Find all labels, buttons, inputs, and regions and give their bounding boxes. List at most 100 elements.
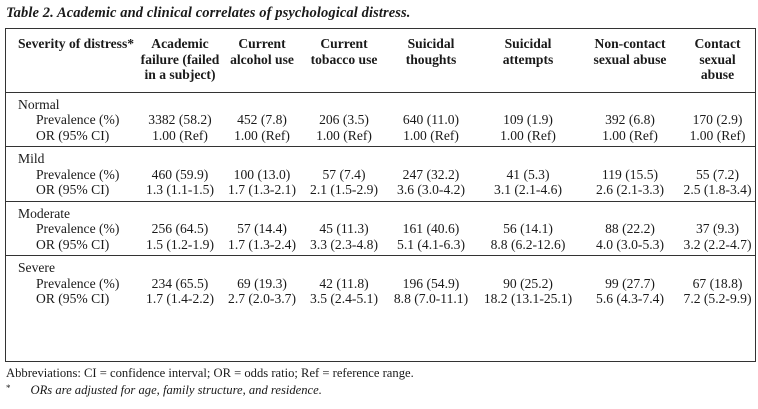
header-row: Severity of distress* Academic failure (f…	[6, 29, 755, 92]
severity-label: Mild	[6, 146, 755, 167]
table-cell: 57 (14.4)	[237, 221, 287, 236]
severity-label: Normal	[18, 96, 60, 112]
table-cell: 119 (15.5)	[601, 166, 659, 182]
footnote-star-text: ORs are adjusted for age, family structu…	[30, 383, 322, 397]
odds-ratio-row: OR (95% CI) 1.7 (1.4-2.2) 2.7 (2.0-3.7) 3.5…	[6, 291, 755, 310]
row-label: OR (95% CI)	[36, 127, 110, 143]
odds-ratio-row: OR (95% CI) 1.00 (Ref) 1.00 (Ref) 1.00 (Ref…	[6, 128, 755, 147]
table-cell: 247 (32.2)	[402, 166, 460, 182]
table-cell: 206 (3.5)	[319, 112, 369, 127]
table-cell: 5.1 (4.1-6.3)	[397, 236, 465, 252]
table-cell: 1.5 (1.2-1.9)	[146, 236, 214, 252]
row-label: Prevalence (%)	[36, 275, 120, 291]
table-cell: 99 (27.7)	[605, 275, 655, 291]
table-cell: 1.00 (Ref)	[316, 127, 372, 143]
table-cell: 5.6 (4.3-7.4)	[596, 291, 664, 306]
prevalence-row: Prevalence (%) 3382 (58.2) 452 (7.8) 206 (3…	[6, 112, 755, 128]
table-cell: 45 (11.3)	[319, 221, 369, 236]
table-cell: 1.00 (Ref)	[152, 127, 208, 143]
column-header: Contact sexual abuse	[694, 36, 741, 82]
table-cell: 2.6 (2.1-3.3)	[596, 182, 664, 197]
footnote-abbreviations: Abbreviations: CI = confidence interval;…	[6, 366, 414, 380]
table-cell: 1.00 (Ref)	[689, 127, 746, 143]
table-cell: 57 (7.4)	[322, 166, 366, 182]
row-label: Prevalence (%)	[36, 112, 120, 127]
table-cell: 161 (40.6)	[402, 221, 460, 236]
table-cell: 234 (65.5)	[151, 275, 209, 291]
table-cell: 2.1 (1.5-2.9)	[310, 182, 378, 197]
row-label: Prevalence (%)	[36, 166, 120, 182]
table-cell: 3.1 (2.1-4.6)	[494, 182, 562, 197]
column-header: Academic failure (failed in a subject)	[140, 36, 220, 82]
table-caption: Table 2. Academic and clinical correlate…	[6, 5, 411, 21]
table-cell: 1.7 (1.3-2.1)	[228, 182, 296, 197]
table-frame: Severity of distress* Academic failure (f…	[5, 28, 756, 362]
table-cell: 8.8 (6.2-12.6)	[490, 236, 566, 252]
table-cell: 42 (11.8)	[319, 275, 369, 291]
table-cell: 90 (25.2)	[503, 275, 553, 291]
column-header: Non-contact sexual abuse	[593, 36, 667, 67]
group-label-row: Mild	[6, 146, 755, 167]
table-cell: 8.8 (7.0-11.1)	[393, 291, 469, 306]
row-label: OR (95% CI)	[36, 182, 110, 197]
table-cell: 3.3 (2.3-4.8)	[310, 236, 378, 252]
table-cell: 4.0 (3.0-5.3)	[596, 236, 664, 252]
table-cell: 452 (7.8)	[237, 112, 287, 127]
table-cell: 3382 (58.2)	[148, 112, 212, 127]
severity-group: Mild Prevalence (%) 460 (59.9) 100 (13.0) 57…	[6, 146, 755, 202]
table-cell: 2.7 (2.0-3.7)	[228, 291, 296, 306]
table-cell: 196 (54.9)	[402, 275, 460, 291]
table-cell: 1.00 (Ref)	[403, 127, 459, 143]
table-cell: 2.5 (1.8-3.4)	[683, 182, 752, 197]
table-cell: 37 (9.3)	[695, 221, 740, 236]
odds-ratio-row: OR (95% CI) 1.5 (1.2-1.9) 1.7 (1.3-2.4) 3.3…	[6, 237, 755, 256]
group-label-row: Normal	[6, 92, 755, 112]
footnote-star-mark: *	[6, 383, 11, 393]
table-cell: 100 (13.0)	[233, 166, 291, 182]
severity-group: Normal Prevalence (%) 3382 (58.2) 452 (7.8)…	[6, 92, 755, 147]
table-cell: 1.00 (Ref)	[500, 127, 556, 143]
row-label: OR (95% CI)	[36, 291, 110, 306]
table-cell: 256 (64.5)	[151, 221, 209, 236]
severity-group: Severe Prevalence (%) 234 (65.5) 69 (19.3) 4…	[6, 255, 755, 310]
table-cell: 7.2 (5.2-9.9)	[683, 291, 752, 306]
table-header: Severity of distress* Academic failure (f…	[6, 29, 755, 92]
table-cell: 170 (2.9)	[692, 112, 743, 127]
correlates-table: Severity of distress* Academic failure (f…	[6, 29, 755, 310]
table-cell: 55 (7.2)	[695, 166, 740, 182]
table-cell: 67 (18.8)	[692, 275, 743, 291]
table-cell: 18.2 (13.1-25.1)	[483, 291, 573, 306]
table-cell: 3.6 (3.0-4.2)	[397, 182, 465, 197]
group-label-row: Severe	[6, 255, 755, 276]
column-header: Suicidal thoughts	[405, 36, 457, 67]
table-cell: 460 (59.9)	[151, 166, 209, 182]
table-cell: 640 (11.0)	[402, 112, 460, 127]
group-label-row: Moderate	[6, 200, 755, 221]
row-label: Prevalence (%)	[36, 221, 120, 236]
table-cell: 3.2 (2.2-4.7)	[683, 236, 752, 252]
table-cell: 392 (6.8)	[605, 112, 655, 127]
column-header: Current alcohol use	[230, 36, 294, 67]
table-cell: 69 (19.3)	[237, 275, 287, 291]
severity-label: Severe	[6, 255, 755, 276]
table-cell: 1.00 (Ref)	[234, 127, 290, 143]
table-cell: 1.00 (Ref)	[602, 127, 658, 143]
prevalence-row: Prevalence (%) 256 (64.5) 57 (14.4) 45 (11.…	[6, 221, 755, 237]
table-cell: 1.3 (1.1-1.5)	[146, 182, 214, 197]
prevalence-row: Prevalence (%) 234 (65.5) 69 (19.3) 42 (11.…	[6, 276, 755, 292]
table-cell: 88 (22.2)	[605, 221, 655, 236]
footnote-adjustment: * ORs are adjusted for age, family struct…	[6, 383, 322, 398]
column-header: Current tobacco use	[310, 36, 378, 67]
table-cell: 56 (14.1)	[503, 221, 553, 236]
severity-group: Moderate Prevalence (%) 256 (64.5) 57 (14.4…	[6, 200, 755, 256]
prevalence-row: Prevalence (%) 460 (59.9) 100 (13.0) 57 (7.…	[6, 167, 755, 183]
severity-label: Moderate	[6, 200, 755, 221]
table-cell: 1.7 (1.3-2.4)	[228, 236, 296, 252]
table-cell: 41 (5.3)	[506, 166, 550, 182]
table-cell: 3.5 (2.4-5.1)	[310, 291, 378, 306]
column-header: Severity of distress*	[18, 36, 135, 51]
odds-ratio-row: OR (95% CI) 1.3 (1.1-1.5) 1.7 (1.3-2.1) 2.1…	[6, 182, 755, 201]
row-label: OR (95% CI)	[36, 236, 110, 252]
column-header: Suicidal attempts	[502, 36, 554, 67]
table-cell: 1.7 (1.4-2.2)	[146, 291, 214, 306]
